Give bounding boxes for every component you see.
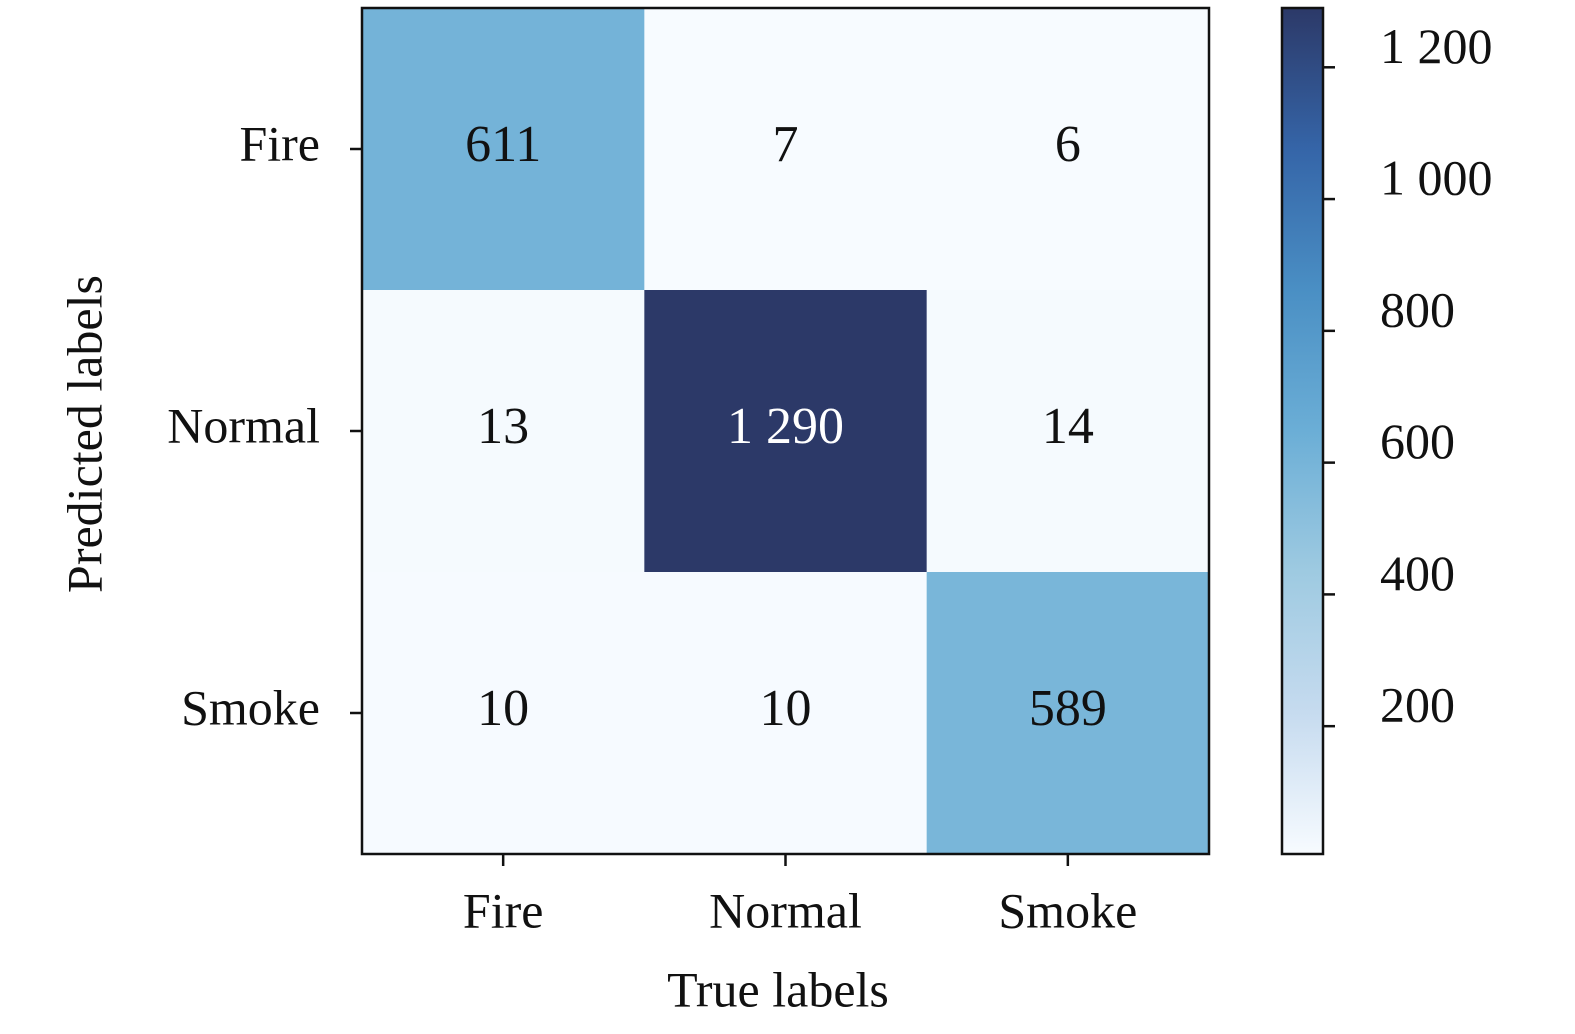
heatmap-cell — [644, 572, 928, 855]
colorbar-tick-label: 1 200 — [1380, 18, 1493, 74]
colorbar-tick-label: 800 — [1380, 281, 1455, 337]
y-tick-label: Fire — [239, 115, 320, 171]
x-tick-label: Smoke — [998, 882, 1137, 938]
colorbar-tick-label: 600 — [1380, 413, 1455, 469]
heatmap-cell — [362, 290, 645, 573]
y-axis-label: Predicted labels — [56, 275, 112, 593]
x-tick-label: Fire — [463, 882, 544, 938]
colorbar-tick-label: 400 — [1380, 545, 1455, 601]
cell-label: 589 — [1029, 680, 1107, 737]
x-tick-label: Normal — [709, 882, 862, 938]
cell-label: 14 — [1042, 398, 1094, 455]
cell-label: 7 — [773, 116, 799, 173]
heatmap-cell — [926, 290, 1210, 573]
heatmap-cell — [926, 572, 1210, 855]
cell-label: 10 — [760, 680, 812, 737]
heatmap-cell — [362, 572, 645, 855]
cell-label: 6 — [1055, 116, 1081, 173]
heatmap-cell — [644, 8, 928, 291]
x-axis-label: True labels — [667, 961, 889, 1017]
cell-label: 10 — [477, 680, 529, 737]
colorbar — [1280, 6, 1325, 856]
y-tick-label: Smoke — [181, 679, 320, 735]
cell-label: 1 290 — [727, 398, 844, 455]
colorbar-tick-label: 1 000 — [1380, 150, 1493, 206]
cell-label: 13 — [477, 398, 529, 455]
heatmap-cell — [362, 8, 645, 291]
heatmap-cell — [926, 8, 1210, 291]
colorbar-tick-label: 200 — [1380, 677, 1455, 733]
heatmap-cell — [644, 290, 928, 573]
y-tick-label: Normal — [167, 397, 320, 453]
cell-label: 611 — [465, 116, 541, 173]
